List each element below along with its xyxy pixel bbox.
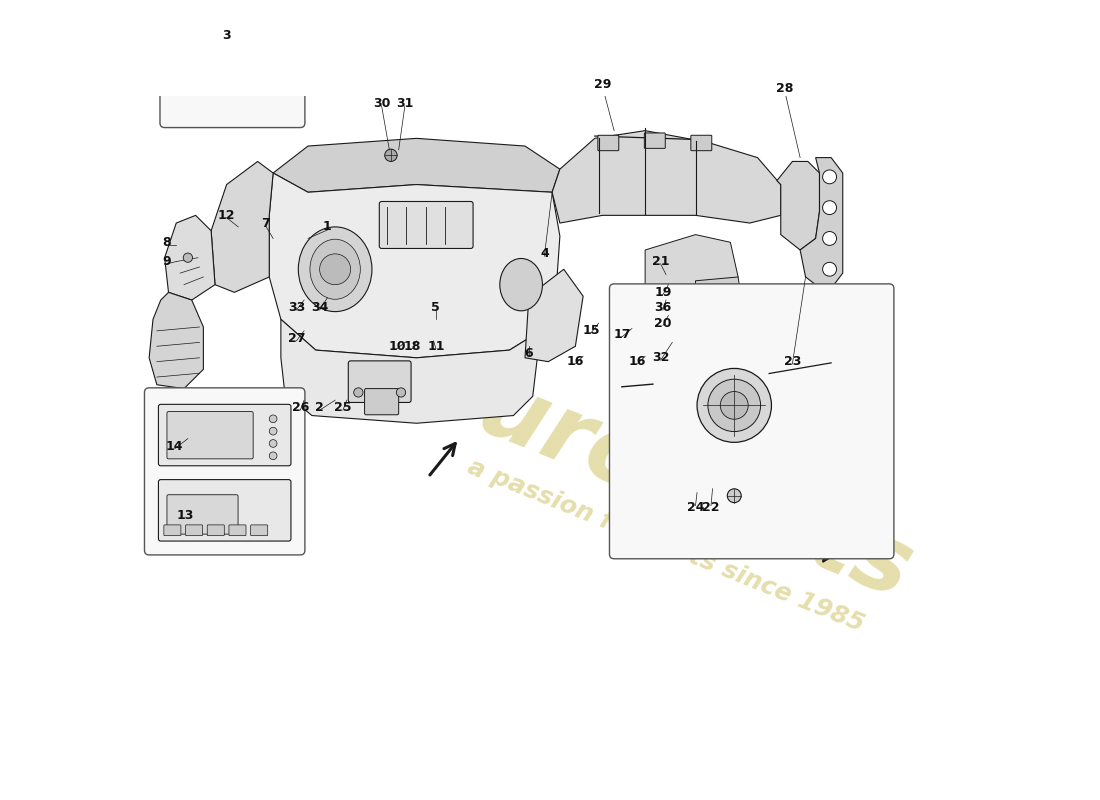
Text: 21: 21 — [652, 255, 670, 268]
Polygon shape — [211, 162, 273, 292]
Polygon shape — [280, 319, 540, 423]
Text: 16: 16 — [629, 355, 646, 368]
Text: 22: 22 — [702, 502, 719, 514]
Text: 12: 12 — [218, 209, 235, 222]
Text: 24: 24 — [686, 502, 704, 514]
Circle shape — [184, 253, 192, 262]
Text: 19: 19 — [654, 286, 672, 299]
Ellipse shape — [298, 227, 372, 312]
Text: 25: 25 — [334, 402, 352, 414]
Ellipse shape — [310, 239, 361, 299]
Text: 8: 8 — [163, 236, 172, 249]
Circle shape — [727, 489, 741, 502]
Text: 1: 1 — [323, 220, 332, 234]
Ellipse shape — [499, 258, 542, 311]
Polygon shape — [150, 292, 204, 389]
Text: 33: 33 — [288, 302, 305, 314]
Text: 11: 11 — [427, 340, 444, 353]
Text: 23: 23 — [783, 355, 801, 368]
FancyBboxPatch shape — [379, 202, 473, 249]
FancyBboxPatch shape — [349, 361, 411, 402]
FancyBboxPatch shape — [167, 494, 238, 534]
FancyBboxPatch shape — [207, 525, 224, 536]
Text: 4: 4 — [540, 247, 549, 260]
Text: 18: 18 — [404, 340, 421, 353]
Text: 34: 34 — [311, 302, 328, 314]
Circle shape — [385, 149, 397, 162]
Polygon shape — [525, 270, 583, 362]
Polygon shape — [769, 320, 832, 408]
Circle shape — [720, 391, 748, 419]
Polygon shape — [800, 158, 843, 289]
Text: 26: 26 — [292, 402, 309, 414]
Circle shape — [823, 262, 837, 276]
Circle shape — [270, 440, 277, 447]
Text: 2: 2 — [316, 402, 324, 414]
Text: europarts: europarts — [407, 338, 925, 618]
Circle shape — [270, 415, 277, 422]
Polygon shape — [270, 173, 560, 358]
Text: 15: 15 — [582, 324, 600, 338]
Polygon shape — [621, 315, 684, 408]
Polygon shape — [815, 310, 878, 422]
Circle shape — [823, 231, 837, 246]
FancyBboxPatch shape — [229, 525, 246, 536]
FancyBboxPatch shape — [144, 388, 305, 555]
Circle shape — [354, 388, 363, 397]
FancyBboxPatch shape — [160, 0, 305, 127]
Text: 28: 28 — [776, 82, 793, 94]
FancyBboxPatch shape — [597, 135, 619, 150]
Polygon shape — [165, 215, 214, 300]
Text: 13: 13 — [177, 509, 195, 522]
Text: 10: 10 — [388, 340, 406, 353]
Text: 20: 20 — [654, 317, 672, 330]
Circle shape — [270, 427, 277, 435]
Circle shape — [396, 388, 406, 397]
Polygon shape — [777, 162, 820, 250]
Text: 3: 3 — [222, 30, 231, 42]
Circle shape — [708, 379, 760, 431]
Circle shape — [823, 201, 837, 214]
FancyBboxPatch shape — [164, 525, 180, 536]
FancyBboxPatch shape — [251, 525, 267, 536]
Text: 5: 5 — [431, 302, 440, 314]
Text: 32: 32 — [652, 351, 669, 364]
Text: 29: 29 — [594, 78, 612, 91]
Circle shape — [697, 369, 771, 442]
Polygon shape — [695, 277, 743, 329]
Text: 30: 30 — [373, 97, 390, 110]
Polygon shape — [669, 310, 769, 426]
FancyBboxPatch shape — [158, 480, 292, 541]
FancyBboxPatch shape — [364, 389, 398, 414]
Text: 31: 31 — [396, 97, 414, 110]
Circle shape — [320, 254, 351, 285]
FancyBboxPatch shape — [609, 284, 894, 558]
Polygon shape — [645, 234, 738, 308]
Text: 17: 17 — [613, 328, 630, 341]
FancyBboxPatch shape — [691, 135, 712, 150]
FancyBboxPatch shape — [186, 525, 202, 536]
Polygon shape — [645, 374, 676, 400]
Text: 6: 6 — [525, 347, 533, 361]
Polygon shape — [173, 58, 293, 92]
Text: 16: 16 — [566, 355, 584, 368]
Text: 36: 36 — [654, 302, 672, 314]
Text: 27: 27 — [287, 332, 305, 345]
Text: 14: 14 — [166, 440, 184, 453]
Polygon shape — [552, 130, 781, 223]
Text: a passion for parts since 1985: a passion for parts since 1985 — [464, 455, 868, 637]
Text: 7: 7 — [261, 217, 270, 230]
Polygon shape — [273, 138, 560, 192]
Circle shape — [270, 452, 277, 460]
Circle shape — [823, 170, 837, 184]
FancyBboxPatch shape — [158, 404, 292, 466]
FancyBboxPatch shape — [645, 133, 665, 148]
FancyBboxPatch shape — [167, 411, 253, 459]
Polygon shape — [235, 38, 243, 42]
Text: 9: 9 — [163, 255, 172, 268]
